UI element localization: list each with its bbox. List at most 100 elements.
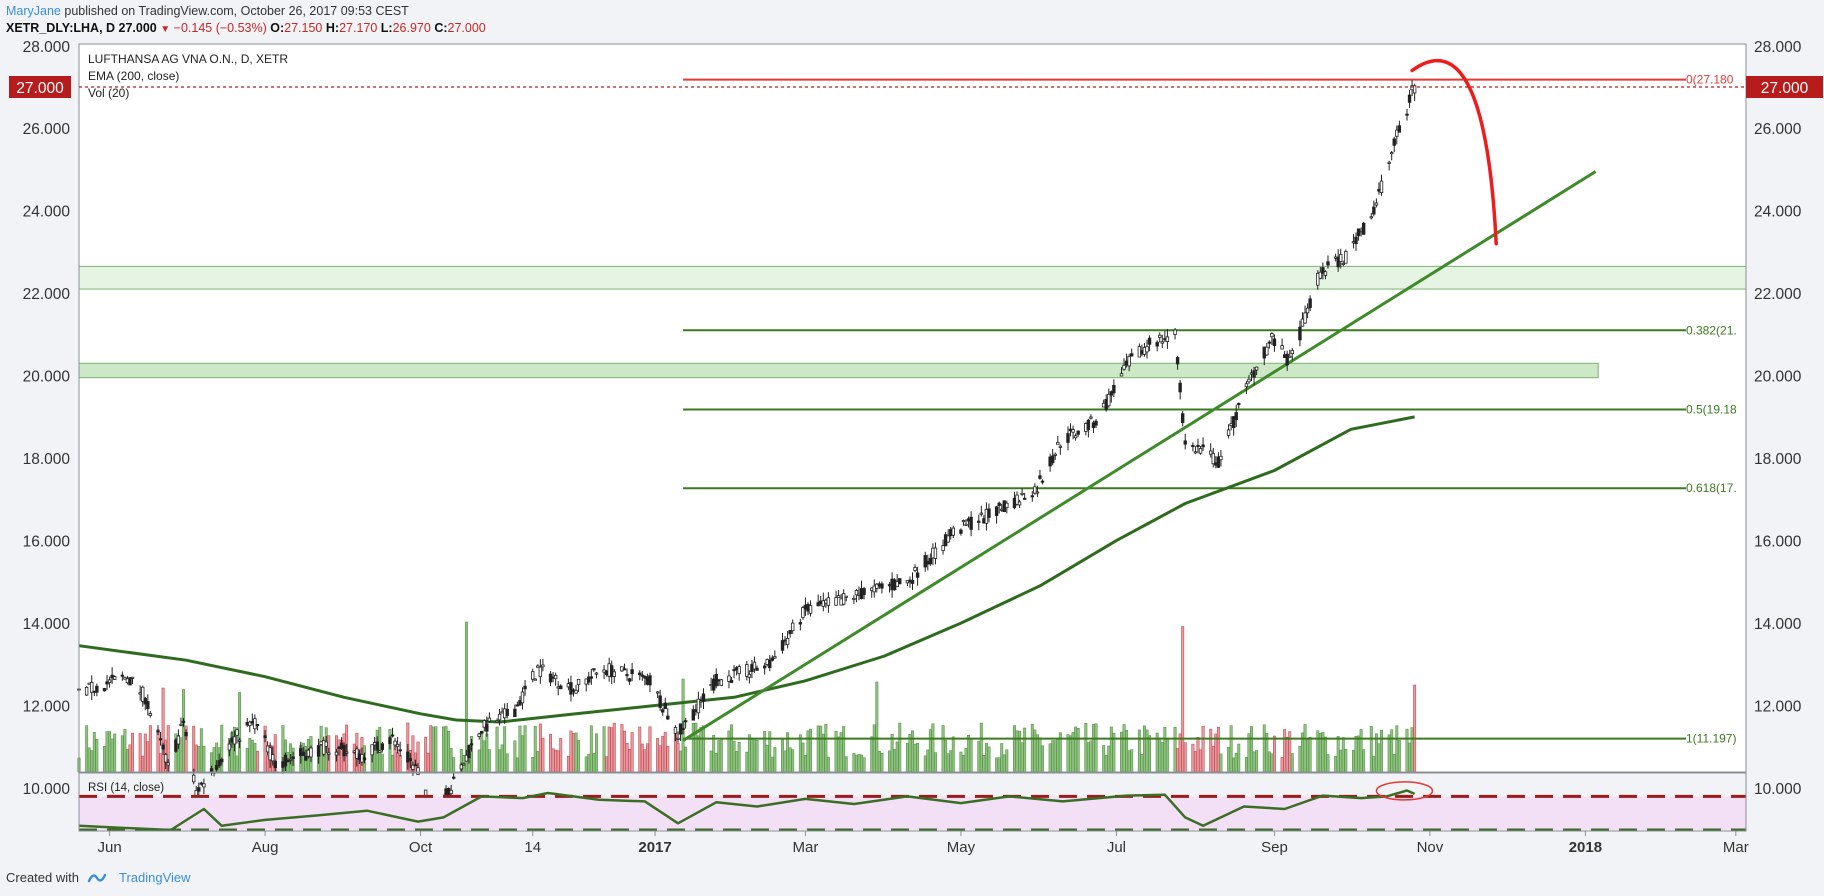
volume-bar xyxy=(1145,729,1149,773)
volume-bar xyxy=(781,738,784,773)
candle-body xyxy=(1130,353,1134,357)
volume-bar xyxy=(1369,725,1373,773)
candle-body xyxy=(398,749,402,752)
volume-bar xyxy=(95,739,99,773)
volume-bar xyxy=(816,725,820,773)
y-tick-label-left: 18.000 xyxy=(23,451,71,468)
candle-body xyxy=(451,776,456,779)
volume-bar xyxy=(895,741,899,773)
volume-bar xyxy=(610,727,614,773)
candle-body xyxy=(732,669,736,672)
footer: Created with TradingView xyxy=(6,869,191,885)
trendline xyxy=(682,170,1597,742)
candle-body xyxy=(523,685,527,690)
volume-bar xyxy=(826,756,830,773)
volume-bar xyxy=(1390,729,1394,773)
y-tick-label-left: 12.000 xyxy=(23,699,71,716)
candle-body xyxy=(1270,333,1274,338)
close-value: 27.000 xyxy=(447,21,486,35)
candle-body xyxy=(533,678,537,681)
candle-body xyxy=(197,787,201,792)
tradingview-link[interactable]: TradingView xyxy=(118,869,191,885)
candle-body xyxy=(559,685,563,690)
volume-bar xyxy=(179,737,183,773)
candle-body xyxy=(1354,236,1358,245)
volume-bar xyxy=(1107,745,1111,773)
candle-body xyxy=(1288,355,1292,358)
candle-body xyxy=(390,734,395,737)
candle-body xyxy=(232,736,237,745)
candle-body xyxy=(808,605,813,614)
volume-bar xyxy=(194,744,198,773)
volume-bar xyxy=(159,753,163,773)
volume-bar xyxy=(773,747,777,773)
volume-bar xyxy=(1392,754,1396,773)
low-value: 26.970 xyxy=(392,21,431,35)
volume-bar xyxy=(1074,726,1078,773)
volume-bar xyxy=(763,731,767,773)
author-link[interactable]: MaryJane xyxy=(6,4,61,18)
volume-bar xyxy=(862,757,866,773)
volume-bar xyxy=(911,730,914,773)
volume-bar xyxy=(559,737,563,773)
volume-bar xyxy=(699,727,703,773)
chart-pane-background xyxy=(79,44,1746,772)
candle-body xyxy=(745,664,749,677)
candle-body xyxy=(107,679,112,683)
volume-bar xyxy=(464,621,468,773)
candle-body xyxy=(1119,373,1124,377)
candle-body xyxy=(1094,420,1098,426)
volume-bar xyxy=(556,750,560,773)
volume-bar xyxy=(1357,735,1361,773)
volume-bar xyxy=(452,757,456,773)
volume-bar xyxy=(146,741,150,773)
candle-body xyxy=(729,679,734,683)
fib-level-label: 0.382(21. xyxy=(1686,323,1737,337)
candle-body xyxy=(854,590,859,596)
volume-bar xyxy=(1283,729,1287,773)
volume-bar xyxy=(1086,742,1090,773)
volume-bar xyxy=(638,726,642,773)
volume-bar xyxy=(480,731,484,773)
volume-bar xyxy=(951,736,955,773)
candle-body xyxy=(951,527,955,536)
volume-bar xyxy=(821,733,825,773)
candle-body xyxy=(459,764,464,770)
volume-bar xyxy=(1323,736,1327,773)
volume-bar xyxy=(656,738,660,773)
volume-bar xyxy=(85,725,89,773)
volume-bar xyxy=(123,729,127,773)
volume-bar xyxy=(727,730,731,773)
volume-bar xyxy=(732,740,736,773)
candle-body xyxy=(592,668,596,671)
candle-body xyxy=(780,640,785,651)
projection-arc xyxy=(1410,58,1498,246)
candle-body xyxy=(237,739,242,742)
candle-body xyxy=(658,695,662,708)
volume-bar xyxy=(1214,733,1218,773)
candle-body xyxy=(176,735,181,745)
volume-bar xyxy=(819,725,823,773)
candle-body xyxy=(622,668,627,671)
volume-bar xyxy=(143,733,147,773)
volume-bar xyxy=(148,725,152,773)
volume-bar xyxy=(141,755,145,773)
volume-bar xyxy=(1290,753,1294,773)
candle-body xyxy=(1173,329,1177,335)
ema-200-series xyxy=(78,415,1415,724)
candle-body xyxy=(1216,456,1221,468)
candle-body xyxy=(852,597,856,600)
volume-bar xyxy=(1181,626,1185,773)
volume-bar xyxy=(584,756,588,773)
volume-bar xyxy=(1250,726,1253,773)
high-value: 27.170 xyxy=(339,21,378,35)
candle-body xyxy=(90,682,94,693)
candle-body xyxy=(1040,480,1045,483)
volume-bar xyxy=(842,726,846,773)
y-tick-label-right: 22.000 xyxy=(1754,286,1802,303)
candle-body xyxy=(762,665,767,669)
y-tick-label-right: 18.000 xyxy=(1754,451,1802,468)
volume-bar xyxy=(235,755,239,773)
candle-body xyxy=(84,686,89,696)
